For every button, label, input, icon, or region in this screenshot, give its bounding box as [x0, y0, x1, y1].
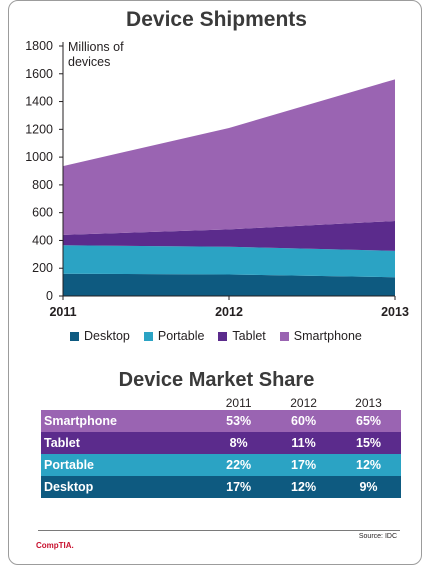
y-axis-label: Millions of: [68, 40, 124, 54]
device-shipments-chart: 0 200 400 600 800 1000 1200 1400 1600 1800 2011 20…: [25, 39, 409, 319]
x-tick-label: 2013: [381, 305, 409, 319]
table-title: Device Market Share: [118, 369, 315, 391]
legend-item-smartphone: Smartphone: [279, 329, 362, 343]
row-label: Smartphone: [44, 414, 117, 428]
table-row-desktop: Desktop 17% 12% 9%: [41, 476, 401, 498]
legend-item-portable: Portable: [143, 329, 205, 343]
table-cell: 17%: [226, 480, 252, 494]
y-tick-label: 600: [32, 206, 53, 220]
table-cell: 12%: [356, 458, 382, 472]
y-tick-label: 400: [32, 233, 53, 247]
y-tick-label: 200: [32, 261, 53, 275]
table-cell: 9%: [359, 480, 378, 494]
x-tick-label: 2011: [49, 305, 76, 319]
column-header: 2011: [225, 396, 252, 410]
y-tick-label: 1400: [25, 95, 53, 109]
table-cell: 60%: [291, 414, 317, 428]
table-row-smartphone: Smartphone 53% 60% 65%: [41, 410, 401, 432]
y-tick-label: 1600: [25, 67, 53, 81]
table-row-portable: Portable 22% 17% 12%: [41, 454, 401, 476]
table-cell: 8%: [229, 436, 248, 450]
table-cell: 65%: [356, 414, 382, 428]
row-label: Tablet: [44, 436, 80, 450]
y-tick-label: 1200: [25, 122, 53, 136]
y-tick-label: 0: [46, 289, 53, 303]
table-corner: [41, 396, 206, 410]
table-cell: 22%: [226, 458, 252, 472]
legend-item-tablet: Tablet: [218, 329, 266, 343]
column-header: 2013: [355, 396, 382, 410]
chart-legend: Desktop Portable Tablet Smartphone: [70, 329, 400, 343]
legend-label: Tablet: [232, 329, 266, 343]
table-row-tablet: Tablet 8% 11% 15%: [41, 432, 401, 454]
area-portable: [63, 245, 395, 278]
footer-divider: [38, 530, 400, 531]
y-tick-label: 1800: [25, 39, 53, 53]
area-desktop: [63, 273, 395, 296]
x-tick-label: 2012: [215, 305, 243, 319]
row-label: Desktop: [44, 480, 94, 494]
legend-item-desktop: Desktop: [70, 329, 130, 343]
chart-title: Device Shipments: [126, 8, 307, 31]
market-share-table: 2011 2012 2013 Smartphone 53% 60% 65% Tablet…: [41, 396, 401, 498]
table-cell: 12%: [291, 480, 317, 494]
y-tick-label: 800: [32, 178, 53, 192]
column-header: 2012: [290, 396, 317, 410]
comptia-logo: CompTIA.: [36, 541, 74, 550]
row-label: Portable: [44, 458, 95, 472]
area-tablet: [63, 221, 395, 251]
table-cell: 17%: [291, 458, 317, 472]
legend-swatch: [143, 331, 153, 341]
area-smartphone: [63, 79, 395, 235]
legend-label: Portable: [157, 329, 205, 343]
source-note: Source: IDC: [358, 533, 397, 540]
legend-swatch: [70, 331, 79, 341]
legend-swatch: [279, 331, 289, 341]
legend-label: Desktop: [84, 329, 130, 343]
legend-label: Smartphone: [293, 329, 362, 343]
table-cell: 11%: [291, 436, 316, 450]
legend-swatch: [218, 331, 228, 341]
table-cell: 53%: [226, 414, 252, 428]
y-tick-label: 1000: [25, 150, 53, 164]
table-cell: 15%: [356, 436, 382, 450]
y-axis-label-line2: devices: [68, 55, 110, 69]
